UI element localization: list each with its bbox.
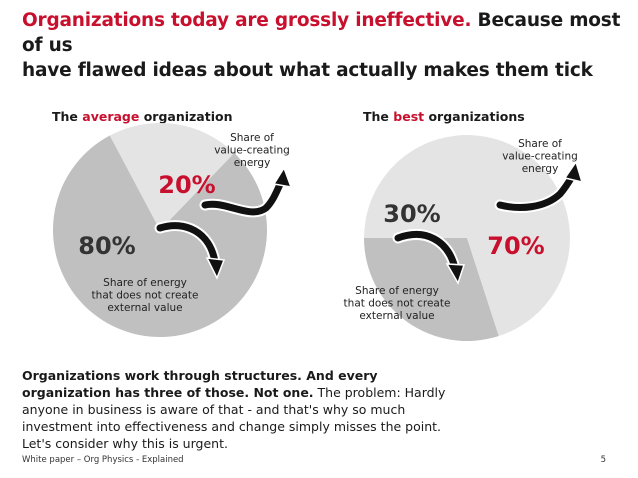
arrow-up-right [201, 176, 286, 216]
caption-value-creating-line-1: Share of [518, 138, 562, 150]
body-rest: The problem: Hardly anyone in business i… [22, 385, 446, 451]
arrow-up-right-head [563, 160, 584, 184]
arrow-down-right-head [445, 263, 466, 285]
page-title: Organizations today are grossly ineffect… [22, 8, 622, 83]
right-chart-title: The best organizations [363, 109, 525, 124]
left-title-prefix: The [52, 109, 83, 124]
caption-non-value-line-2: that does not create [344, 298, 451, 310]
pie-slice-non-value [364, 238, 499, 342]
pie-slice-value-creating [364, 135, 571, 336]
footer-source: White paper – Org Physics - Explained [22, 455, 184, 465]
title-rest-line2: have flawed ideas about what actually ma… [22, 60, 593, 81]
caption-value-creating-line-1: Share of [230, 132, 274, 144]
pie-label-80: 80% [78, 232, 135, 260]
caption-value-creating-line-3: energy [234, 157, 271, 169]
caption-value-creating-line-2: value-creating [214, 145, 290, 157]
left-title-suffix: organization [139, 109, 233, 124]
page-number: 5 [600, 455, 606, 465]
title-rest-line1: Because most of us [22, 10, 621, 56]
arrow-down-right [156, 222, 219, 266]
right-title-prefix: The [363, 109, 394, 124]
left-title-accent: average [82, 109, 140, 124]
pie-slice-value-creating [109, 122, 235, 230]
caption-non-value-line-3: external value [359, 310, 434, 322]
caption-non-value-line-3: external value [107, 302, 182, 314]
arrow-down-right-head [205, 257, 226, 280]
pie-slice-non-value [52, 135, 267, 337]
right-title-accent: best [393, 109, 425, 124]
arrow-up-right-head [272, 166, 293, 188]
caption-non-value-line-2: that does not create [92, 290, 199, 302]
right-title-suffix: organizations [424, 109, 525, 124]
body-paragraph: Organizations work through structures. A… [22, 367, 452, 452]
arrow-down-right [394, 231, 459, 272]
pie-label-70: 70% [487, 232, 544, 260]
caption-value-creating-line-2: value-creating [502, 151, 578, 163]
body-strong: Organizations work through structures. A… [22, 368, 378, 400]
arrow-up-right [496, 171, 577, 211]
pie-label-30: 30% [383, 200, 440, 228]
caption-non-value-line-1: Share of energy [103, 277, 187, 289]
title-accent: Organizations today are grossly ineffect… [22, 10, 472, 31]
caption-value-creating-line-3: energy [522, 163, 559, 175]
pie-label-20: 20% [158, 171, 215, 199]
caption-non-value-line-1: Share of energy [355, 285, 439, 297]
left-chart-title: The average organization [52, 109, 233, 124]
